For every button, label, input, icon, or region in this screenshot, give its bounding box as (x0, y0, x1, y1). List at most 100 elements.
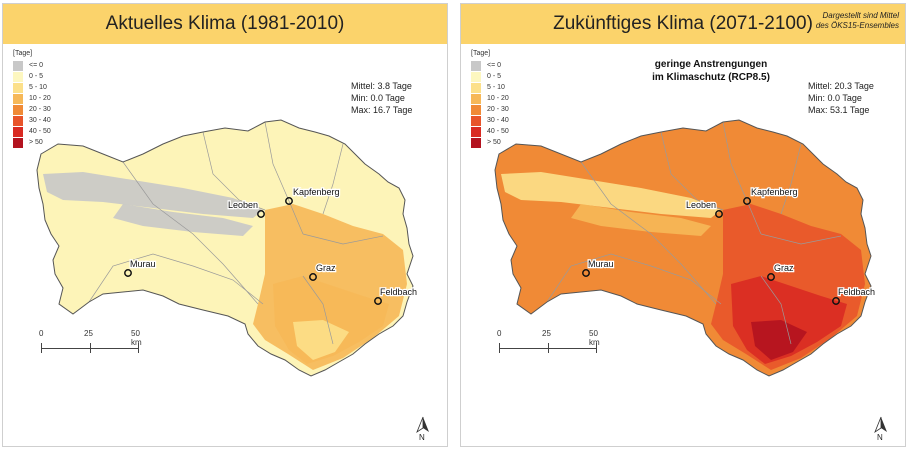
legend-entry: > 50 (13, 137, 51, 148)
district-boundary (660, 131, 724, 211)
district-boundary (302, 275, 334, 345)
panel-title: Aktuelles Klima (1981-2010) (105, 13, 345, 34)
legend-label: 30 - 40 (29, 117, 51, 124)
city-marker (257, 210, 265, 218)
styria-map-current: Kapfenberg Leoben Murau Graz Feldbach (36, 119, 418, 377)
legend-swatch (13, 71, 23, 82)
climate-patch (293, 320, 349, 360)
legend-swatch (471, 104, 481, 115)
legend-swatch (13, 60, 23, 71)
district-boundary (780, 143, 802, 215)
scale-tick (41, 343, 42, 353)
district-boundary (722, 121, 762, 235)
city-marker (715, 210, 723, 218)
district-boundary (122, 161, 259, 305)
legend-label: 0 - 5 (487, 73, 502, 80)
scale-tick (548, 343, 549, 353)
legend-swatch (471, 60, 481, 71)
legend-label: > 50 (29, 139, 43, 146)
legend-label: <= 0 (29, 62, 44, 69)
stats-box: Mittel: 3.8 Tage Min: 0.0 Tage Max: 16.7… (351, 80, 412, 116)
panel-title-bar: Zukünftiges Klima (2071-2100) Dargestell… (461, 4, 905, 44)
city-label: Leoben (228, 200, 258, 210)
legend-label: 5 - 10 (29, 84, 47, 91)
scale-bar: 0 25 50 km (497, 329, 609, 359)
legend-label: 5 - 10 (487, 84, 505, 91)
legend-entry: <= 0 (13, 60, 51, 71)
map-panel-current: Aktuelles Klima (1981-2010) Kapfenberg Le… (2, 3, 448, 447)
stat-max: Max: 53.1 Tage (808, 105, 870, 115)
city-marker (832, 297, 840, 305)
legend-rows: <= 0 0 - 5 5 - 10 10 - 20 20 - 30 30 - 40 40 -… (13, 60, 51, 148)
scale-label-0: 0 (497, 329, 502, 338)
stats-box: Mittel: 20.3 Tage Min: 0.0 Tage Max: 53.… (808, 80, 874, 116)
stat-mean: Mittel: 20.3 Tage (808, 81, 874, 91)
legend-unit: [Tage] (471, 50, 491, 57)
legend-swatch (471, 82, 481, 93)
legend-swatch (13, 137, 23, 148)
styria-map-future: Kapfenberg Leoben Murau Graz Feldbach (494, 119, 876, 377)
district-boundary (322, 143, 344, 215)
ensemble-note: Dargestellt sind Mittel des ÖKS15-Ensemb… (815, 11, 899, 30)
legend-entry: 40 - 50 (13, 126, 51, 137)
city-label: Graz (316, 263, 336, 273)
north-arrow: N (415, 416, 431, 444)
legend-entry: 0 - 5 (13, 71, 51, 82)
legend-swatch (13, 82, 23, 93)
district-boundary (580, 161, 717, 305)
scale-label-25: 25 (542, 329, 551, 338)
legend-label: 30 - 40 (487, 117, 509, 124)
stat-min: Min: 0.0 Tage (808, 93, 862, 103)
city-label: Murau (588, 259, 614, 269)
scale-label-0: 0 (39, 329, 44, 338)
climate-patches (43, 121, 407, 370)
legend-swatch (471, 137, 481, 148)
legend-label: 40 - 50 (29, 128, 51, 135)
legend-swatch (13, 126, 23, 137)
legend-entry: 20 - 30 (471, 104, 509, 115)
scale-label-25: 25 (84, 329, 93, 338)
scale-label-50: 50 km (589, 329, 600, 347)
map-panel-future: Zukünftiges Klima (2071-2100) Dargestell… (460, 3, 906, 447)
region-border (36, 119, 414, 377)
stat-mean: Mittel: 3.8 Tage (351, 81, 412, 91)
region-border (494, 119, 872, 377)
legend-swatch (13, 104, 23, 115)
north-label: N (877, 433, 883, 442)
north-label: N (419, 433, 425, 442)
city-label: Kapfenberg (293, 187, 340, 197)
legend-entry: 30 - 40 (471, 115, 509, 126)
panel-title-bar: Aktuelles Klima (1981-2010) (3, 4, 447, 44)
climate-patch (751, 320, 807, 360)
climate-patch (571, 204, 711, 236)
north-arrow-icon (416, 416, 429, 434)
scale-label-50: 50 km (131, 329, 142, 347)
legend-rows: <= 0 0 - 5 5 - 10 10 - 20 20 - 30 30 - 40 40 -… (471, 60, 509, 148)
city-marker (285, 197, 293, 205)
stat-min: Min: 0.0 Tage (351, 93, 405, 103)
city-marker (309, 273, 317, 281)
legend-label: 40 - 50 (487, 128, 509, 135)
legend-unit: [Tage] (13, 50, 33, 57)
district-boundary (760, 275, 792, 345)
district-boundary (760, 233, 842, 245)
scale-tick (90, 343, 91, 353)
city-label: Feldbach (380, 287, 417, 297)
city-marker (124, 269, 132, 277)
climate-patch (501, 172, 721, 218)
north-arrow: N (873, 416, 889, 444)
city-label: Kapfenberg (751, 187, 798, 197)
scale-bar: 0 25 50 km (39, 329, 151, 359)
legend-label: 0 - 5 (29, 73, 44, 80)
legend-label: 10 - 20 (29, 95, 51, 102)
city-marker (374, 297, 382, 305)
scale-tick (499, 343, 500, 353)
legend-entry: 5 - 10 (471, 82, 509, 93)
legend-swatch (13, 93, 23, 104)
legend-swatch (13, 115, 23, 126)
district-boundary (264, 121, 304, 235)
legend-swatch (471, 115, 481, 126)
legend-swatch (471, 71, 481, 82)
climate-patch (43, 172, 263, 218)
legend-label: <= 0 (487, 62, 502, 69)
